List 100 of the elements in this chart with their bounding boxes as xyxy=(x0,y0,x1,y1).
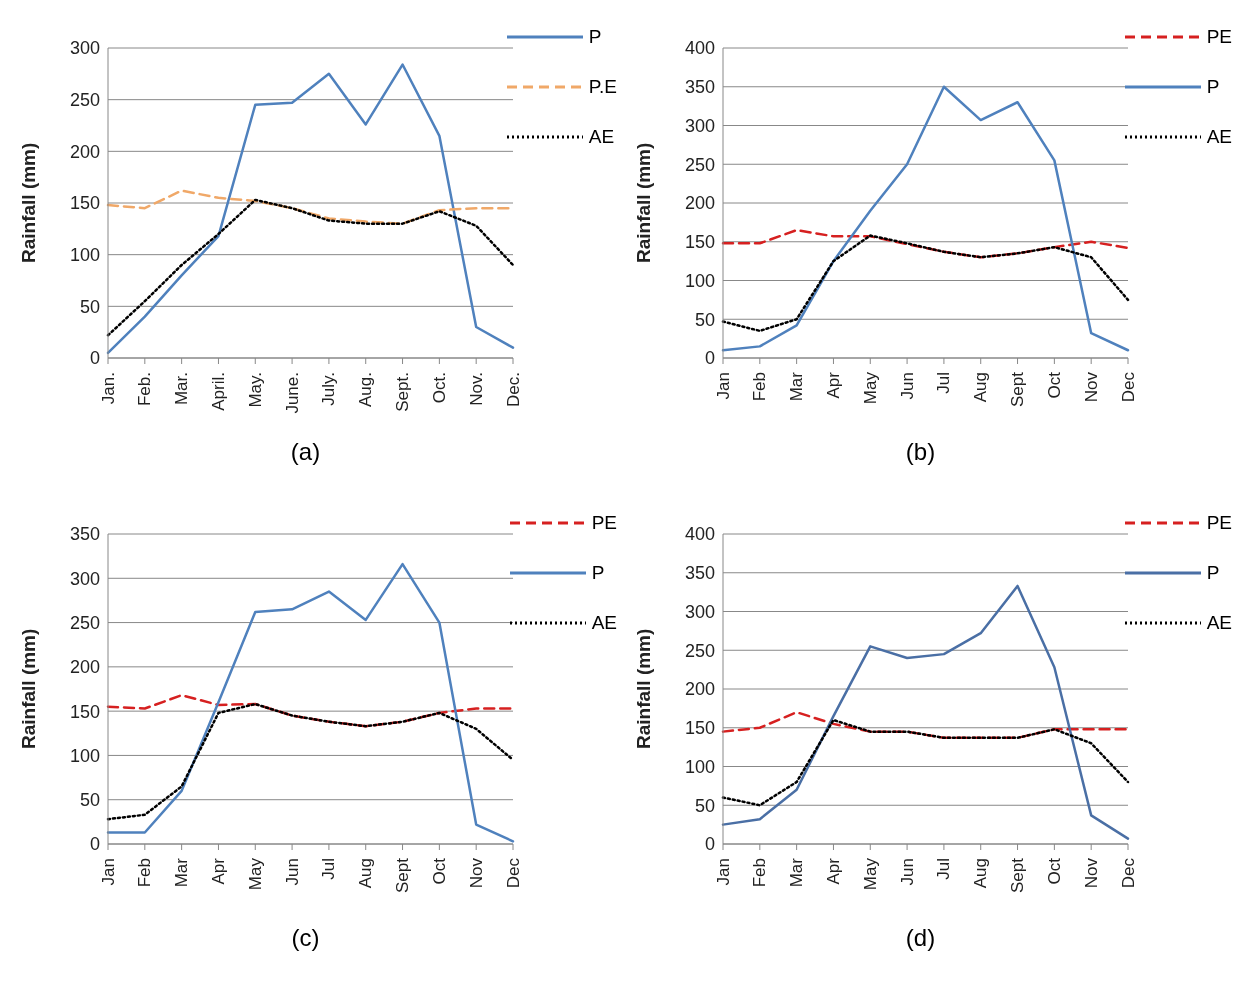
y-tick-label: 300 xyxy=(69,38,100,59)
y-tick-label: 100 xyxy=(69,745,100,766)
x-tick-label: Aug xyxy=(971,858,991,889)
y-tick-label: 50 xyxy=(694,309,715,330)
y-tick-label: 400 xyxy=(684,38,715,59)
x-tick-label: May xyxy=(245,857,265,891)
x-tick-label: May xyxy=(860,371,880,405)
y-tick-label: 0 xyxy=(704,834,715,855)
legend-label: AE xyxy=(591,612,617,634)
x-tick-label: Jan xyxy=(98,858,118,886)
y-tick-label: 200 xyxy=(684,679,715,700)
y-tick-label: 0 xyxy=(89,348,100,369)
y-tick-label: 250 xyxy=(69,612,100,633)
x-tick-label: Oct. xyxy=(429,372,449,404)
x-tick-label: Jun xyxy=(282,858,302,886)
text: (d) xyxy=(904,924,937,952)
y-axis-title: Rainfall (mm) xyxy=(17,142,39,263)
line-series xyxy=(106,63,515,355)
legend-label: P.E xyxy=(588,76,617,98)
x-tick-label: Apr xyxy=(823,857,843,885)
y-tick-label: 300 xyxy=(684,601,715,622)
legend-label: PE xyxy=(1206,512,1232,534)
y-tick-label: 350 xyxy=(684,563,715,584)
legend-label: AE xyxy=(1206,612,1232,634)
y-axis-title: Rainfall (mm) xyxy=(17,628,39,749)
y-tick-label: 150 xyxy=(684,232,715,253)
x-tick-label: Mar xyxy=(172,857,192,888)
line-series xyxy=(721,584,1130,840)
x-tick-label: Dec xyxy=(1118,857,1138,889)
x-tick-label: Jun xyxy=(897,858,917,886)
line-series xyxy=(721,234,1130,333)
x-tick-label: Apr xyxy=(823,371,843,399)
y-tick-label: 300 xyxy=(69,568,100,589)
x-tick-label: Aug. xyxy=(356,372,376,407)
y-tick-label: 200 xyxy=(684,193,715,214)
x-tick-label: Nov xyxy=(1081,371,1101,403)
y-tick-label: 250 xyxy=(684,154,715,175)
legend-label: PE xyxy=(591,512,617,534)
line-series xyxy=(106,702,515,821)
text: (c) xyxy=(290,924,321,952)
y-axis-title: Rainfall (mm) xyxy=(632,142,654,263)
x-tick-label: Jan xyxy=(713,858,733,886)
y-tick-label: 150 xyxy=(684,718,715,739)
x-tick-label: Sept xyxy=(1008,857,1028,893)
y-tick-label: 200 xyxy=(69,657,100,678)
x-tick-label: Sept xyxy=(393,857,413,893)
legend-label: AE xyxy=(1206,126,1232,148)
x-tick-label: May. xyxy=(245,372,265,408)
x-tick-label: Jul xyxy=(934,858,954,880)
legend-label: P xyxy=(591,562,605,584)
x-tick-label: July. xyxy=(319,372,339,406)
x-tick-label: Jul xyxy=(319,858,339,880)
line-series xyxy=(721,85,1130,352)
y-tick-label: 50 xyxy=(694,795,715,816)
line-series xyxy=(106,198,515,337)
x-tick-label: Apr xyxy=(208,857,228,885)
y-tick-label: 350 xyxy=(69,524,100,545)
y-tick-label: 150 xyxy=(69,701,100,722)
line-series xyxy=(721,718,1130,807)
y-tick-label: 300 xyxy=(684,115,715,136)
y-tick-label: 0 xyxy=(704,348,715,369)
legend-label: P xyxy=(1206,76,1220,98)
x-tick-label: Jan. xyxy=(98,372,118,405)
y-tick-label: 100 xyxy=(69,245,100,266)
y-tick-label: 100 xyxy=(684,756,715,777)
x-tick-label: May xyxy=(860,857,880,891)
x-tick-label: Mar xyxy=(787,857,807,888)
legend-label: AE xyxy=(588,126,615,148)
x-tick-label: Dec xyxy=(503,857,523,889)
y-axis-title: Rainfall (mm) xyxy=(632,628,654,749)
text: (b) xyxy=(904,438,937,466)
x-tick-label: Sept. xyxy=(393,372,413,412)
line-series xyxy=(721,711,1130,740)
x-tick-label: Oct xyxy=(429,857,449,885)
x-tick-label: Oct xyxy=(1044,857,1064,885)
line-series xyxy=(721,228,1130,259)
y-tick-label: 50 xyxy=(79,296,100,317)
x-tick-label: Feb xyxy=(750,858,770,888)
y-tick-label: 250 xyxy=(69,90,100,111)
legend-label: PE xyxy=(1206,26,1232,48)
y-tick-label: 0 xyxy=(89,834,100,855)
y-tick-label: 100 xyxy=(684,270,715,291)
legend-label: P xyxy=(1206,562,1220,584)
x-tick-label: Nov. xyxy=(466,372,486,406)
x-tick-label: June. xyxy=(282,372,302,414)
x-tick-label: Feb xyxy=(750,372,770,402)
x-tick-label: April. xyxy=(208,372,228,411)
x-tick-label: Mar. xyxy=(172,372,192,406)
y-tick-label: 200 xyxy=(69,141,100,162)
legend-label: P xyxy=(588,26,602,48)
y-tick-label: 350 xyxy=(684,77,715,98)
x-tick-label: Feb xyxy=(135,858,155,888)
y-tick-label: 50 xyxy=(79,790,100,811)
x-tick-label: Aug xyxy=(971,372,991,403)
x-tick-label: Nov xyxy=(1081,857,1101,889)
text: (a) xyxy=(289,438,322,466)
y-tick-label: 400 xyxy=(684,524,715,545)
x-tick-label: Mar xyxy=(787,371,807,402)
x-tick-label: Jun xyxy=(897,372,917,400)
x-tick-label: Dec xyxy=(1118,371,1138,403)
